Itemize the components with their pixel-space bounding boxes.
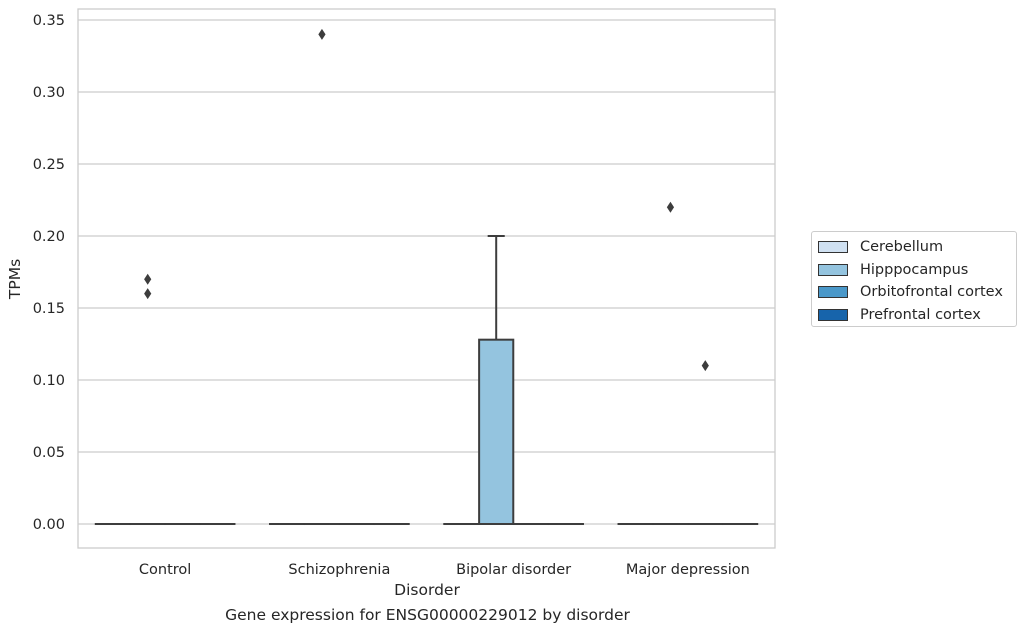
y-tick-label: 0.15 [33,301,65,317]
y-tick-label: 0.00 [33,517,65,533]
box-groups [94,28,759,526]
legend-swatch [818,308,848,321]
legend-item: Orbitofrontal cortex [818,281,1016,304]
legend-label: Cerebellum [860,239,944,256]
legend-swatch [818,286,848,299]
box-hipppocampus [478,235,515,525]
plot-frame [77,8,776,549]
y-axis-label: TPMs [6,259,24,300]
y-tick-label: 0.10 [33,373,65,389]
x-tick-label: Major depression [626,562,750,578]
outlier-point [701,360,709,372]
outlier-point [318,28,326,40]
x-axis-ticks: Control Schizophrenia Bipolar disorder Majo… [139,562,750,578]
outlier-point [666,201,675,213]
x-tick-label: Control [139,562,191,578]
grid-lines [78,19,775,525]
x-tick-label: Bipolar disorder [456,562,571,578]
box-hipppocampus [129,273,166,526]
box-hipppocampus [303,28,341,526]
legend-label: Prefrontal cortex [860,306,981,323]
x-axis-label: Disorder [394,581,460,599]
legend-item: Cerebellum [818,236,1016,259]
y-axis-ticks: 0.00 0.05 0.10 0.15 0.20 0.25 0.30 0.35 [33,13,65,533]
box-orbitofrontal-cortex [687,360,724,526]
y-tick-label: 0.05 [33,445,65,461]
legend-label: Orbitofrontal cortex [860,284,1003,301]
box-hipppocampus [652,201,689,526]
outlier-point [144,288,152,300]
legend: Cerebellum Hipppocampus Orbitofrontal cort… [811,231,1017,327]
legend-swatch [818,263,848,276]
legend-label: Hipppocampus [860,261,969,278]
chart-caption: Gene expression for ENSG00000229012 by d… [225,606,630,624]
x-tick-label: Schizophrenia [288,562,390,578]
legend-swatch [818,241,848,254]
y-tick-label: 0.25 [33,157,65,173]
y-tick-label: 0.20 [33,229,65,245]
box [478,338,515,525]
legend-item: Hipppocampus [818,259,1016,282]
y-tick-label: 0.35 [33,13,65,29]
y-tick-label: 0.30 [33,85,65,101]
outlier-point [144,273,152,285]
legend-item: Prefrontal cortex [818,304,1016,327]
